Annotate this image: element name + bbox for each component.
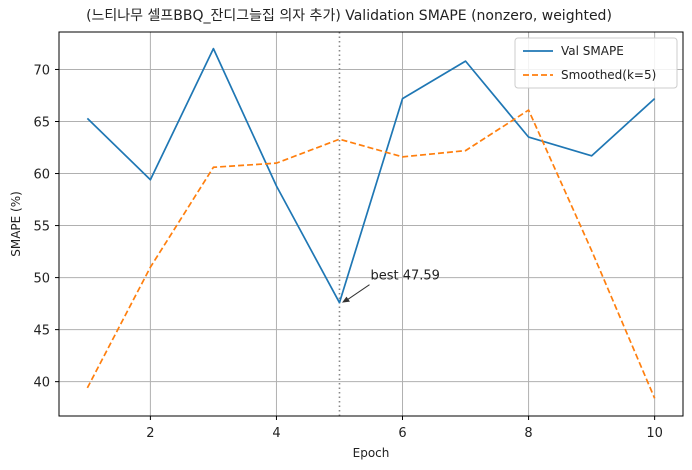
chart-title: (느티나무 셀프BBQ_잔디그늘집 의자 추가) Validation SMAP… (86, 8, 612, 24)
val-smape-line (86, 47, 656, 304)
y-tick-label: 50 (33, 272, 50, 287)
legend-box (514, 37, 678, 89)
x-tick-label: 6 (398, 426, 406, 441)
y-tick-label: 70 (33, 63, 50, 78)
annotation: best 47.59 (341, 269, 440, 303)
smoothed-line (86, 109, 656, 399)
y-tick-label: 45 (33, 324, 50, 339)
y-tick-label: 65 (33, 115, 50, 130)
legend-label: Val SMAPE (561, 44, 624, 58)
y-tick-label: 40 (33, 376, 50, 391)
x-tick-label: 2 (146, 426, 154, 441)
annotation-arrow (344, 284, 370, 303)
y-tick-label: 60 (33, 168, 50, 183)
legend-label: Smoothed(k=5) (561, 68, 656, 82)
y-axis-label: SMAPE (%) (9, 191, 23, 257)
y-tick-label: 55 (33, 220, 50, 235)
x-tick-label: 4 (272, 426, 280, 441)
x-tick-label: 8 (524, 426, 532, 441)
grid (59, 32, 683, 416)
plot-frame (58, 31, 684, 417)
annotation-label: best 47.59 (370, 269, 439, 284)
x-axis-label: Epoch (353, 446, 390, 460)
series-lines (86, 47, 656, 399)
axis-ticks: 2 4 6 8 10 40 45 50 55 60 65 70 (33, 63, 662, 441)
annotation-arrowhead (341, 296, 350, 303)
legend: Val SMAPE Smoothed(k=5) (514, 37, 678, 89)
x-tick-label: 10 (646, 426, 663, 441)
